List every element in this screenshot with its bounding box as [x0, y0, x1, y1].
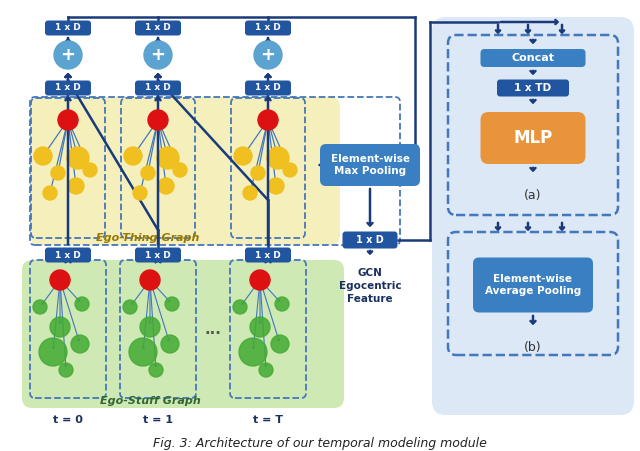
- FancyBboxPatch shape: [245, 248, 291, 262]
- FancyBboxPatch shape: [22, 260, 344, 408]
- FancyBboxPatch shape: [320, 144, 420, 186]
- FancyBboxPatch shape: [30, 97, 340, 245]
- Text: MLP: MLP: [513, 129, 552, 147]
- Text: (b): (b): [524, 341, 542, 354]
- Circle shape: [124, 147, 142, 165]
- Circle shape: [51, 166, 65, 180]
- Circle shape: [50, 317, 70, 337]
- FancyBboxPatch shape: [135, 20, 181, 36]
- Circle shape: [283, 163, 297, 177]
- Circle shape: [144, 41, 172, 69]
- Circle shape: [275, 297, 289, 311]
- FancyBboxPatch shape: [342, 231, 397, 249]
- Circle shape: [129, 338, 157, 366]
- Text: t = T: t = T: [253, 415, 283, 425]
- Circle shape: [267, 147, 289, 169]
- Circle shape: [54, 41, 82, 69]
- Text: 1 x D: 1 x D: [356, 235, 384, 245]
- Circle shape: [33, 300, 47, 314]
- Circle shape: [161, 335, 179, 353]
- Text: Element-wise
Max Pooling: Element-wise Max Pooling: [330, 154, 410, 176]
- FancyBboxPatch shape: [481, 49, 586, 67]
- Circle shape: [259, 363, 273, 377]
- Circle shape: [75, 297, 89, 311]
- Circle shape: [141, 166, 155, 180]
- Text: Concat: Concat: [511, 53, 554, 63]
- Circle shape: [243, 186, 257, 200]
- Text: ...: ...: [205, 322, 221, 337]
- Circle shape: [123, 300, 137, 314]
- FancyBboxPatch shape: [497, 79, 569, 97]
- Circle shape: [258, 110, 278, 130]
- Circle shape: [234, 147, 252, 165]
- Circle shape: [268, 178, 284, 194]
- Circle shape: [250, 270, 270, 290]
- Text: 1 x D: 1 x D: [145, 250, 171, 259]
- FancyBboxPatch shape: [245, 80, 291, 96]
- Text: Fig. 3: Architecture of our temporal modeling module: Fig. 3: Architecture of our temporal mod…: [153, 437, 487, 450]
- Circle shape: [165, 297, 179, 311]
- Text: 1 x D: 1 x D: [255, 83, 281, 92]
- Circle shape: [233, 300, 247, 314]
- Circle shape: [68, 178, 84, 194]
- Text: +: +: [150, 46, 166, 64]
- Circle shape: [83, 163, 97, 177]
- Circle shape: [140, 317, 160, 337]
- Circle shape: [251, 166, 265, 180]
- Circle shape: [239, 338, 267, 366]
- Circle shape: [250, 317, 270, 337]
- Text: t = 0: t = 0: [53, 415, 83, 425]
- Circle shape: [254, 41, 282, 69]
- FancyBboxPatch shape: [45, 248, 91, 262]
- FancyBboxPatch shape: [135, 248, 181, 262]
- FancyBboxPatch shape: [135, 80, 181, 96]
- Text: t = 1: t = 1: [143, 415, 173, 425]
- Text: Ego-Stuff Graph: Ego-Stuff Graph: [100, 396, 200, 406]
- Circle shape: [133, 186, 147, 200]
- Circle shape: [271, 335, 289, 353]
- FancyBboxPatch shape: [45, 20, 91, 36]
- Circle shape: [158, 178, 174, 194]
- Text: (a): (a): [524, 189, 541, 202]
- Circle shape: [39, 338, 67, 366]
- Text: +: +: [260, 46, 275, 64]
- Text: 1 x D: 1 x D: [255, 23, 281, 32]
- Text: GCN
Egocentric
Feature: GCN Egocentric Feature: [339, 268, 401, 304]
- Text: 1 x D: 1 x D: [55, 250, 81, 259]
- Text: 1 x TD: 1 x TD: [515, 83, 552, 93]
- Text: 1 x D: 1 x D: [255, 250, 281, 259]
- Text: Element-wise
Average Pooling: Element-wise Average Pooling: [485, 274, 581, 296]
- Circle shape: [71, 335, 89, 353]
- Circle shape: [140, 270, 160, 290]
- FancyBboxPatch shape: [432, 17, 634, 415]
- Text: 1 x D: 1 x D: [145, 23, 171, 32]
- FancyBboxPatch shape: [473, 258, 593, 313]
- FancyBboxPatch shape: [481, 112, 586, 164]
- Circle shape: [149, 363, 163, 377]
- Text: 1 x D: 1 x D: [55, 23, 81, 32]
- Circle shape: [148, 110, 168, 130]
- Circle shape: [67, 147, 89, 169]
- Circle shape: [157, 147, 179, 169]
- FancyBboxPatch shape: [45, 80, 91, 96]
- Text: +: +: [61, 46, 76, 64]
- Circle shape: [43, 186, 57, 200]
- FancyBboxPatch shape: [245, 20, 291, 36]
- Text: Ego-Thing Graph: Ego-Thing Graph: [96, 233, 200, 243]
- Circle shape: [173, 163, 187, 177]
- Text: 1 x D: 1 x D: [145, 83, 171, 92]
- Circle shape: [59, 363, 73, 377]
- Text: 1 x D: 1 x D: [55, 83, 81, 92]
- Circle shape: [34, 147, 52, 165]
- Circle shape: [58, 110, 78, 130]
- Circle shape: [50, 270, 70, 290]
